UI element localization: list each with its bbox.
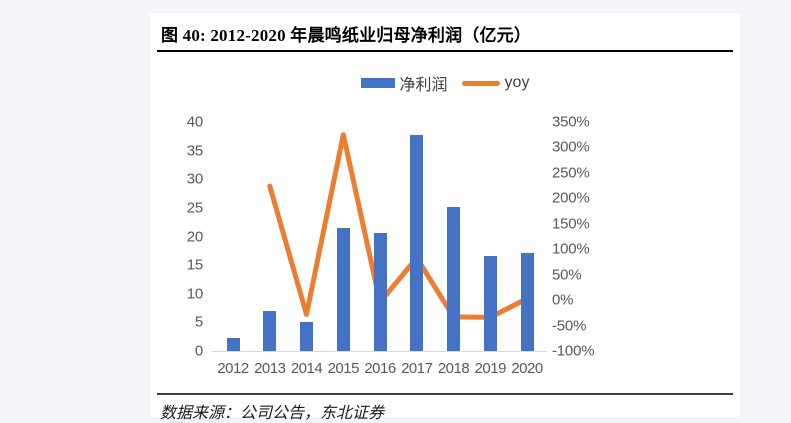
legend-item-yoy: yoy xyxy=(461,74,530,92)
bar-2020 xyxy=(520,252,534,351)
source-divider xyxy=(157,393,733,395)
bar-2016 xyxy=(373,233,387,351)
bar-2018 xyxy=(447,207,460,351)
right-axis-tick-0%: 0% xyxy=(552,291,574,309)
left-axis-tick-15: 15 xyxy=(186,256,203,274)
right-axis-tick-350%: 350% xyxy=(552,113,590,131)
bar-2012 xyxy=(226,338,240,351)
left-axis-tick-20: 20 xyxy=(186,228,203,245)
bar-2019 xyxy=(483,255,497,351)
left-axis-tick-30: 30 xyxy=(186,170,203,188)
x-axis-label-2016: 2016 xyxy=(364,360,396,377)
x-axis-label-2014: 2014 xyxy=(290,360,323,377)
x-axis-label-2015: 2015 xyxy=(327,360,360,377)
chart-legend: 净利润 yoy xyxy=(150,72,740,94)
right-axis-tick-100%: 100% xyxy=(552,240,590,258)
legend-item-净利润: 净利润 xyxy=(360,71,448,95)
left-axis-tick-35: 35 xyxy=(186,142,203,160)
legend-label: 净利润 xyxy=(399,77,448,94)
right-axis-tick-250%: 250% xyxy=(552,164,590,182)
data-source-note: 数据来源：公司公告，东北证券 xyxy=(160,405,385,422)
left-axis-tick-0: 0 xyxy=(194,342,203,360)
figure-title: 图 40: 2012-2020 年晨鸣纸业归母净利润（亿元） xyxy=(161,26,532,45)
legend-line-swatch xyxy=(461,80,500,86)
bar-2015 xyxy=(336,227,350,351)
left-axis-tick-40: 40 xyxy=(186,113,203,131)
left-axis-tick-10: 10 xyxy=(186,285,203,303)
right-axis-tick--50%: -50% xyxy=(552,317,587,335)
right-axis-tick--100%: -100% xyxy=(552,342,595,360)
bar-2017 xyxy=(410,135,424,351)
x-axis-label-2020: 2020 xyxy=(511,360,543,377)
legend-label: yoy xyxy=(504,74,530,91)
figure-title-block: 图 40: 2012-2020 年晨鸣纸业归母净利润（亿元） xyxy=(157,13,733,52)
right-axis-tick-50%: 50% xyxy=(552,266,582,284)
x-axis-label-2017: 2017 xyxy=(401,360,433,377)
right-axis-tick-300%: 300% xyxy=(552,138,590,156)
right-axis-tick-200%: 200% xyxy=(552,189,590,207)
bar-2014 xyxy=(300,321,313,351)
x-axis-label-2013: 2013 xyxy=(254,360,286,377)
bar-2013 xyxy=(263,310,277,351)
left-axis-tick-25: 25 xyxy=(186,199,203,217)
x-axis-baseline xyxy=(212,351,547,352)
left-axis-tick-5: 5 xyxy=(194,313,203,331)
legend-bar-swatch xyxy=(360,78,395,88)
x-axis-label-2018: 2018 xyxy=(437,360,470,377)
right-axis-tick-150%: 150% xyxy=(552,215,590,233)
x-axis-label-2019: 2019 xyxy=(474,360,507,377)
x-axis-label-2012: 2012 xyxy=(217,360,249,377)
